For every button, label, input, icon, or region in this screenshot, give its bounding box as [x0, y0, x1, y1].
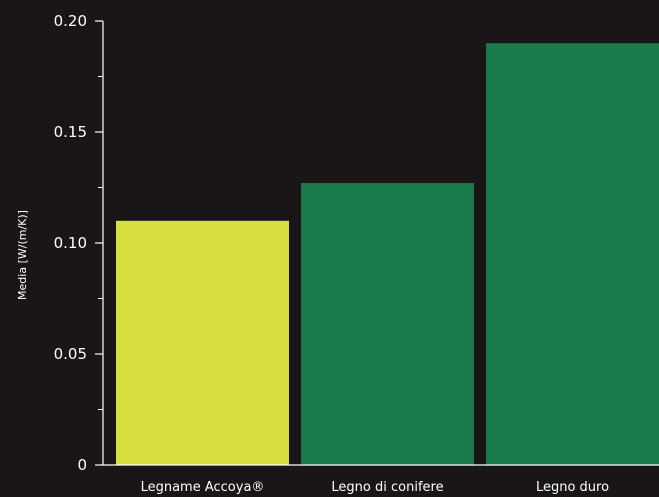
y-tick-label: 0.20 — [54, 12, 87, 30]
y-tick-label: 0.10 — [54, 234, 87, 252]
y-axis-label: Media [W/(m/K)] — [16, 210, 29, 300]
x-category-label: Legname Accoya® — [141, 480, 265, 495]
y-tick-label: 0.15 — [54, 123, 87, 141]
y-tick-label: 0.05 — [54, 345, 87, 363]
x-category-label: Legno di conifere — [331, 480, 443, 495]
y-tick-label: 0 — [77, 456, 87, 474]
y-axis: 0 0.05 0.10 0.15 0.20 — [54, 12, 104, 474]
bar-1 — [116, 220, 289, 465]
bar-2 — [301, 183, 474, 465]
x-category-label: Legno duro — [536, 480, 609, 495]
bars-group — [116, 43, 659, 465]
x-axis: Legname Accoya® Legno di conifere Legno du… — [103, 464, 659, 495]
bar-3 — [486, 43, 659, 465]
